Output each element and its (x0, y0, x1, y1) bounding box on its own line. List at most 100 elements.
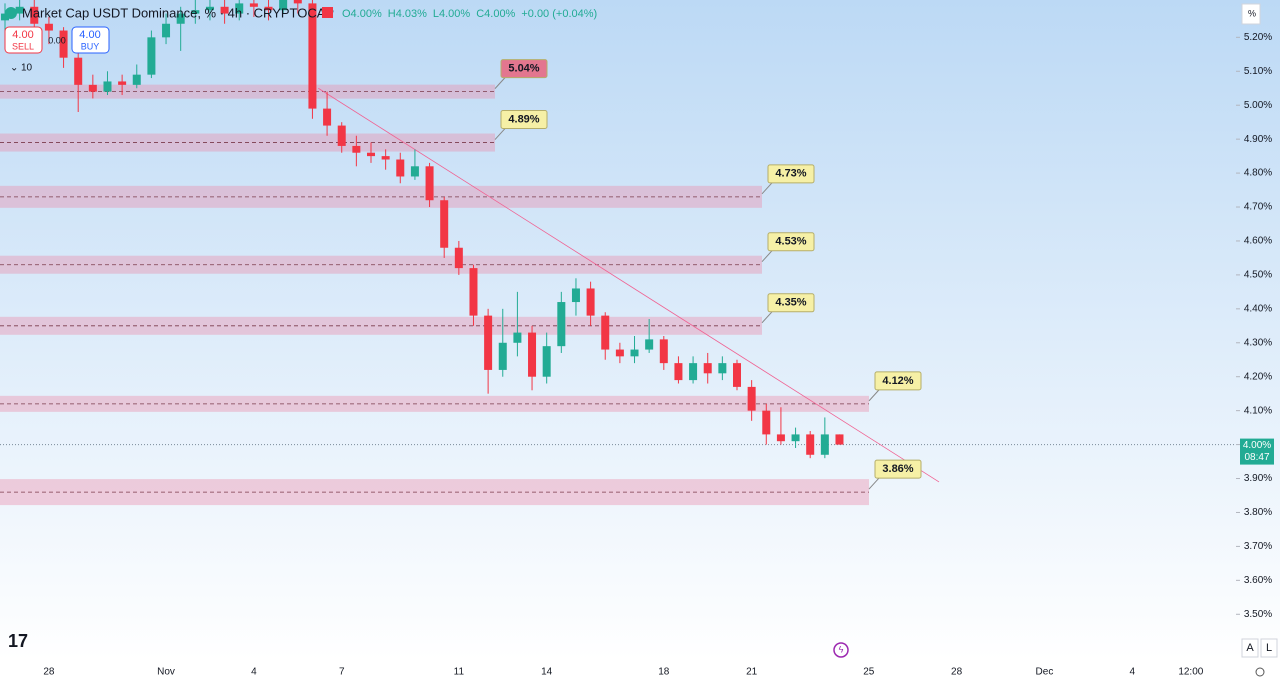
candle-body (528, 332, 537, 377)
y-tick-label: 3.70% (1244, 541, 1272, 552)
candle-body (747, 386, 756, 411)
candle-body (630, 349, 639, 357)
candle-body (352, 145, 361, 153)
y-tick-label: 4.80% (1244, 168, 1272, 179)
tv-logo[interactable]: 17 (8, 631, 28, 651)
candle-body (733, 363, 741, 387)
candle-body (674, 363, 683, 381)
candle-body (88, 84, 97, 92)
candle-body (645, 339, 654, 350)
axis-unit[interactable]: % (1248, 8, 1256, 18)
x-tick-label: 12:00 (1178, 667, 1203, 678)
candle-body (659, 339, 668, 364)
candle-body (323, 108, 332, 126)
label-pointer (761, 182, 773, 195)
plot-background (0, 0, 1280, 660)
chevron[interactable]: ⌄ (10, 63, 18, 74)
sell-label[interactable]: SELL (12, 41, 34, 51)
ohlc-value: O4.00% (342, 8, 382, 20)
y-tick-label: 4.70% (1244, 202, 1272, 213)
candle-body (30, 6, 39, 24)
plot: 5.04% 4.89% 4.73% 4.53% 4.35% 4.12% 3.86% (0, 0, 1235, 506)
buy-price[interactable]: 4.00 (79, 29, 100, 41)
candle-body (381, 156, 390, 160)
level-label: 4.12% (882, 375, 913, 387)
candle-body (337, 125, 346, 146)
candle-body (586, 288, 595, 316)
ohlc-legend: O4.00% H4.03% L4.00% C4.00% +0.00 (+0.04%) (342, 8, 597, 20)
scale-button-label[interactable]: A (1246, 642, 1254, 654)
trendline (318, 87, 940, 483)
countdown: 08:47 (1244, 452, 1269, 463)
candle-body (820, 434, 829, 455)
unit-box[interactable] (1241, 3, 1261, 25)
candle-body (689, 363, 698, 381)
label-pointer (761, 250, 773, 263)
candle-body (484, 315, 493, 370)
x-tick-label: Nov (157, 667, 175, 678)
level-label: 4.35% (775, 297, 806, 309)
lightning-icon[interactable] (833, 642, 849, 658)
x-tick-label: 11 (454, 667, 465, 678)
label-pointer (494, 128, 506, 140)
level-label: 4.73% (775, 168, 806, 180)
level-label: 4.89% (508, 113, 539, 125)
candle-body (410, 166, 419, 177)
y-tick-label: 4.90% (1244, 134, 1272, 145)
x-tick-label: 21 (746, 667, 758, 678)
candle-body (235, 3, 244, 14)
candle-body (367, 152, 375, 157)
level-label-box (767, 293, 815, 313)
candle-body (220, 6, 229, 14)
label-pointer (494, 77, 506, 89)
x-tick-label: Dec (1036, 667, 1054, 678)
sell-button[interactable] (4, 26, 43, 54)
x-tick-label: 28 (951, 667, 963, 678)
indicator-count[interactable]: 10 (21, 63, 33, 74)
scale-button-label[interactable]: L (1266, 642, 1272, 654)
candle-body (557, 302, 566, 347)
candle-body (776, 434, 785, 442)
candle-body (249, 3, 258, 7)
level-label-box (767, 232, 815, 252)
level-label: 5.04% (508, 63, 539, 75)
ohlc-value: L4.00% (433, 8, 471, 20)
x-tick-label: 4 (1129, 667, 1135, 678)
lightning-glyph[interactable]: ϟ (839, 644, 844, 654)
label-pointer (868, 477, 880, 490)
y-tick-label: 4.30% (1244, 337, 1272, 348)
time-axis-background (0, 660, 1280, 684)
candle-body (542, 346, 551, 377)
level-label-box (767, 164, 815, 184)
candle-body (147, 37, 156, 75)
candle-body (132, 74, 141, 85)
scale-button[interactable] (1241, 638, 1259, 658)
ohlc-value: C4.00% (476, 8, 515, 20)
last-price-tag (1240, 438, 1274, 465)
buy-button[interactable] (71, 26, 110, 54)
candle-body (279, 0, 288, 11)
level-label-box (874, 459, 922, 479)
y-tick-label: 4.10% (1244, 405, 1272, 416)
y-tick-label: 4.20% (1244, 371, 1272, 382)
level-label: 3.86% (882, 463, 913, 475)
candle-body (1, 13, 9, 21)
flag-icon (322, 7, 333, 18)
candle-body (806, 434, 815, 455)
buy-label[interactable]: BUY (81, 41, 100, 51)
y-tick-label: 5.00% (1244, 100, 1272, 111)
candle-body (469, 268, 478, 316)
sell-price[interactable]: 4.00 (12, 29, 33, 41)
scale-button[interactable] (1260, 638, 1278, 658)
candle-body (440, 200, 449, 248)
candle-body (293, 0, 302, 4)
candle-body (308, 3, 317, 109)
last-price-label: 4.00% (1243, 440, 1271, 451)
level-label-box (500, 110, 548, 130)
level-label-box (500, 59, 548, 79)
label-pointer (761, 311, 773, 324)
settings-icon[interactable] (1255, 667, 1265, 677)
y-tick-label: 5.20% (1244, 32, 1272, 43)
x-tick-label: 28 (43, 667, 55, 678)
